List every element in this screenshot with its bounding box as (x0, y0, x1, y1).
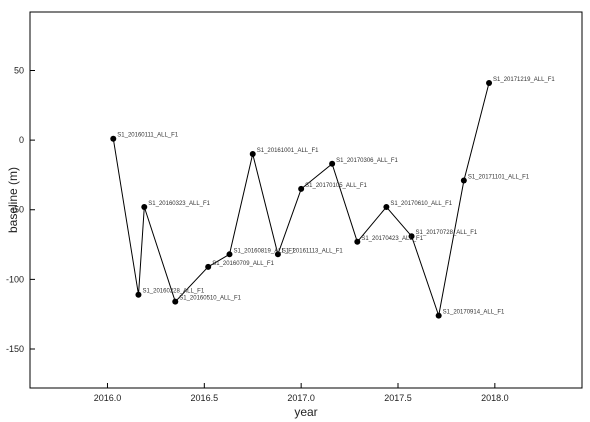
data-markers (110, 80, 493, 319)
baseline-series-line (112, 82, 490, 318)
data-point-label: S1_20160228_ALL_F1 (142, 289, 204, 295)
data-point (274, 251, 281, 258)
y-tick-label: -150 (6, 344, 24, 354)
data-point (226, 251, 233, 258)
x-tick-label: 2016.5 (191, 393, 219, 403)
data-point (486, 80, 493, 87)
x-axis-title: year (294, 405, 317, 419)
data-point-label: S1_20170610_ALL_F1 (390, 201, 452, 207)
data-point (329, 160, 336, 167)
data-point-label: S1_20160709_ALL_F1 (212, 261, 274, 267)
y-axis: -150 -100 -50 0 50 (6, 65, 35, 354)
plot-frame (29, 11, 583, 389)
data-point (298, 185, 305, 192)
data-point (172, 298, 179, 305)
y-tick-label: -50 (11, 205, 24, 215)
x-tick-label: 2017.0 (287, 393, 315, 403)
data-point (383, 203, 390, 210)
y-axis-title: baseline (m) (6, 167, 20, 233)
y-tick-label: 0 (19, 135, 24, 145)
data-point-label: S1_20161001_ALL_F1 (257, 148, 319, 154)
data-point-label: S1_20170105_ALL_F1 (305, 183, 367, 189)
data-point-label: S1_20171219_ALL_F1 (493, 77, 555, 83)
x-tick-label: 2017.5 (384, 393, 412, 403)
x-tick-label: 2018.0 (481, 393, 509, 403)
data-point-label: S1_20161113_ALL_F1 (282, 248, 343, 254)
data-point (110, 135, 117, 142)
data-point (205, 263, 212, 270)
data-point (249, 151, 256, 158)
data-point-label: S1_20170306_ALL_F1 (336, 158, 398, 164)
data-point (141, 203, 148, 210)
data-point (460, 177, 467, 184)
data-point (408, 233, 415, 240)
data-point (354, 238, 361, 245)
data-point-label: S1_20160323_ALL_F1 (148, 201, 210, 207)
data-point-label: S1_20171101_ALL_F1 (468, 175, 530, 181)
data-point-label: S1_20170914_ALL_F1 (443, 310, 505, 316)
data-point-label: S1_20170728_ALL_F1 (416, 230, 478, 236)
x-axis: 2016.0 2016.5 2017.0 2017.5 2018.0 (94, 383, 509, 403)
y-tick-label: -100 (6, 274, 24, 284)
data-point-label: S1_20160510_ALL_F1 (179, 296, 241, 302)
data-point (135, 291, 142, 298)
point-labels: S1_20160111_ALL_F1S1_20160228_ALL_F1S1_2… (117, 77, 555, 316)
y-tick-label: 50 (14, 65, 24, 75)
data-point-label: S1_20160111_ALL_F1 (117, 133, 178, 139)
data-point-label: S1_20170423_ALL_F1 (361, 236, 423, 242)
data-point (435, 312, 442, 319)
data-point-label: S1_20160819_ALL_F1 (233, 248, 295, 254)
x-tick-label: 2016.0 (94, 393, 122, 403)
